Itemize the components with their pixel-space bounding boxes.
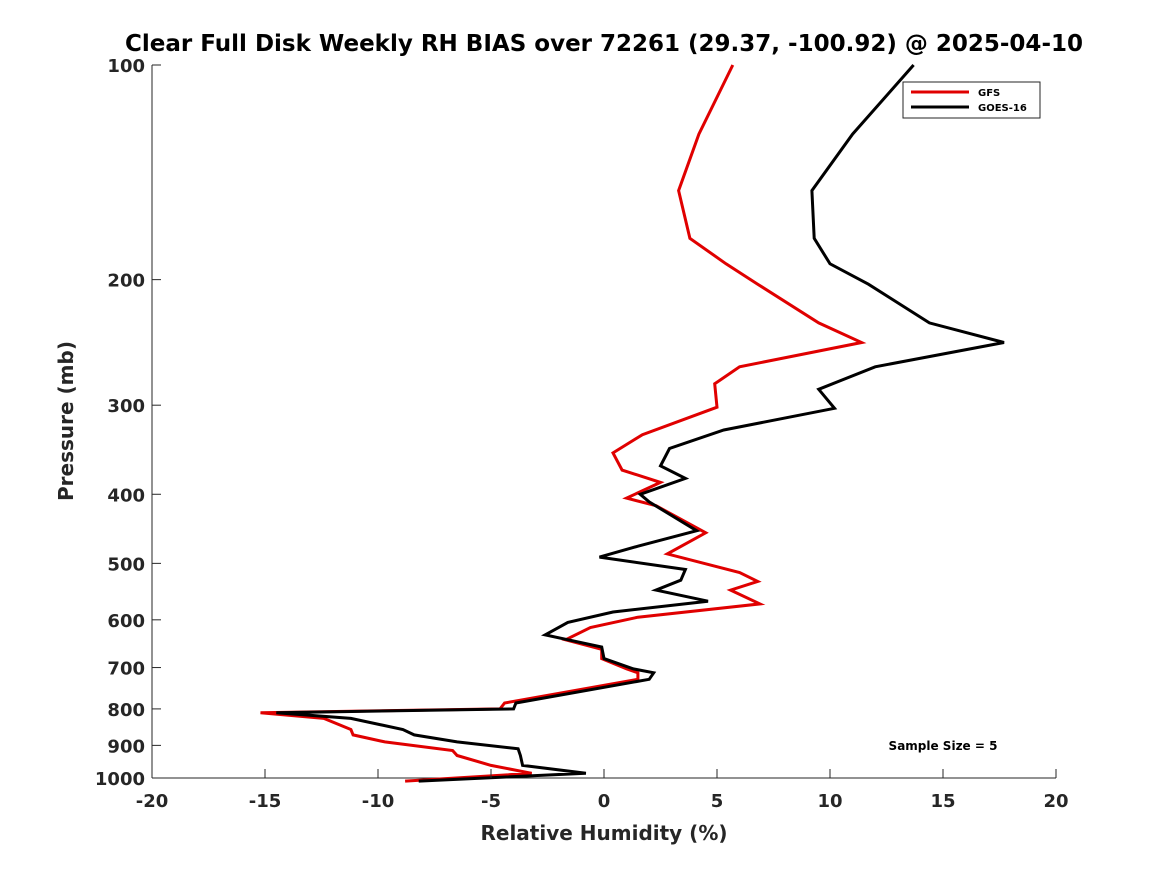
x-tick-label: 20 xyxy=(1043,791,1068,812)
series-layer xyxy=(260,64,1005,783)
y-tick-label: 800 xyxy=(107,700,145,721)
x-tick-label: -20 xyxy=(136,791,169,812)
x-tick-label: 0 xyxy=(598,791,611,812)
y-tick-label: 200 xyxy=(107,271,145,292)
x-tick-label: -15 xyxy=(249,791,282,812)
plot-frame xyxy=(151,65,1056,779)
y-tick-label: 1000 xyxy=(95,769,145,790)
x-tick-label: 10 xyxy=(817,791,842,812)
x-axis: -20 -15 -10 -5 0 5 10 15 20 xyxy=(136,769,1069,812)
y-tick-label: 300 xyxy=(107,396,145,417)
series-line-gfs xyxy=(260,64,867,783)
y-tick-label: 700 xyxy=(107,659,145,680)
y-tick-label: 900 xyxy=(107,736,145,757)
x-tick-label: -5 xyxy=(481,791,501,812)
sample-size-annotation: Sample Size = 5 xyxy=(889,739,998,753)
x-tick-label: -10 xyxy=(362,791,395,812)
legend: GFS GOES-16 xyxy=(902,81,1041,119)
y-axis-label: Pressure (mb) xyxy=(54,341,78,501)
y-tick-label: 400 xyxy=(107,485,145,506)
x-tick-label: 15 xyxy=(930,791,955,812)
x-axis-label: Relative Humidity (%) xyxy=(480,821,727,845)
legend-label: GFS xyxy=(978,88,1000,99)
chart-title: Clear Full Disk Weekly RH BIAS over 7226… xyxy=(125,31,1083,57)
legend-box xyxy=(902,81,1041,119)
y-tick-label: 100 xyxy=(107,56,145,77)
y-axis: 100 200 300 400 500 600 700 800 900 1000 xyxy=(95,56,161,790)
x-tick-label: 5 xyxy=(711,791,724,812)
y-tick-label: 600 xyxy=(107,611,145,632)
series-line-goes-16 xyxy=(276,64,1005,783)
legend-label: GOES-16 xyxy=(978,103,1027,114)
y-tick-label: 500 xyxy=(107,554,145,575)
